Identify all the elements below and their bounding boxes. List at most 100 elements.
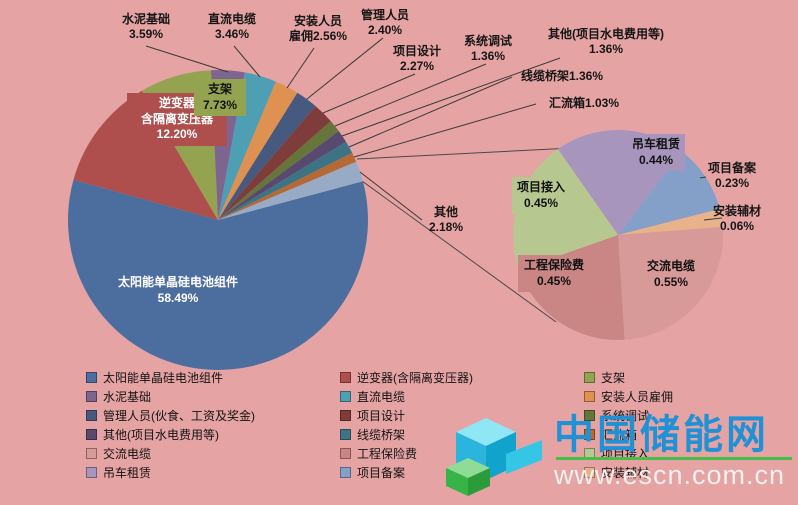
legend-item: 线缆桥架 bbox=[340, 427, 584, 442]
legend-label: 支架 bbox=[601, 370, 626, 385]
legend-column-2: 逆变器(含隔离变压器) 直流电缆项目设计线缆桥架工程保险费项目备案 bbox=[340, 370, 584, 480]
leader-line bbox=[145, 45, 229, 73]
legend-item: 直流电缆 bbox=[340, 389, 584, 404]
watermark: 中国储能网 www.escn.com.cn bbox=[446, 414, 792, 500]
leader-line bbox=[322, 73, 416, 114]
legend-item: 安装人员雇佣 bbox=[584, 389, 784, 404]
label-text: 其他 bbox=[433, 205, 458, 219]
label-text: 管理人员 bbox=[360, 8, 409, 22]
label-value: 7.73% bbox=[202, 97, 238, 112]
main-pie-slice-10 bbox=[218, 141, 353, 220]
label-crane-rental: 吊车租赁 0.44% bbox=[627, 134, 685, 172]
label-ac-cable: 交流电缆 0.55% bbox=[639, 256, 703, 294]
label-text: 太阳能单晶硅电池组件 bbox=[117, 275, 238, 289]
label-text: 线缆桥架1.36% bbox=[520, 69, 604, 83]
legend-swatch bbox=[340, 371, 351, 383]
label-installation-materials: 安装辅材 0.06% bbox=[704, 204, 770, 234]
label-text: 水泥基础 bbox=[121, 12, 170, 26]
label-text: 项目备案 bbox=[707, 161, 756, 175]
legend-label: 项目备案 bbox=[357, 465, 406, 480]
legend-item: 项目备案 bbox=[340, 465, 584, 480]
legend-item: 汇流箱 bbox=[584, 427, 784, 442]
label-text: 吊车租赁 bbox=[631, 137, 680, 151]
label-cement-base: 水泥基础 3.59% bbox=[106, 12, 186, 42]
leader-line bbox=[356, 147, 573, 160]
leader-line bbox=[334, 63, 487, 127]
legend-label: 汇流箱 bbox=[601, 427, 638, 442]
watermark-text-block: 中国储能网 www.escn.com.cn bbox=[554, 414, 792, 489]
legend-item: 逆变器(含隔离变压器) bbox=[340, 370, 584, 385]
main-pie-slice-11 bbox=[218, 152, 357, 220]
label-combiner-box: 汇流箱1.03% bbox=[538, 96, 630, 111]
label-cable-tray: 线缆桥架1.36% bbox=[514, 69, 610, 84]
legend-label: 安装辅材 bbox=[601, 465, 650, 480]
label-text: 安装辅材 bbox=[712, 204, 761, 218]
label-text: 系统调试 bbox=[463, 34, 512, 48]
label-project-access: 项目接入 0.45% bbox=[512, 177, 570, 215]
leader-line bbox=[353, 103, 537, 158]
label-other-utilities: 其他(项目水电费用等) 1.36% bbox=[530, 27, 682, 57]
escn-logo-icon bbox=[446, 418, 542, 496]
leader-line bbox=[699, 176, 707, 179]
main-pie-slice-9 bbox=[218, 131, 346, 220]
legend-item: 支架 bbox=[584, 370, 784, 385]
label-value: 0.55% bbox=[653, 274, 689, 289]
legend-swatch bbox=[86, 390, 97, 402]
label-value: 雇佣2.56% bbox=[288, 29, 348, 43]
leader-line bbox=[703, 217, 723, 221]
label-value: 3.46% bbox=[214, 27, 250, 41]
label-value: 0.06% bbox=[719, 219, 755, 233]
legend-label: 交流电缆 bbox=[103, 446, 152, 461]
label-text: 工程保险费 bbox=[523, 258, 584, 272]
legend-swatch bbox=[340, 428, 351, 440]
label-value: 2.40% bbox=[367, 23, 403, 37]
legend-swatch bbox=[86, 428, 97, 440]
label-inverter: 逆变器 含隔离变压器 12.20% bbox=[127, 93, 227, 146]
legend-item: 太阳能单晶硅电池组件 bbox=[86, 370, 340, 385]
legend-item: 交流电缆 bbox=[86, 446, 340, 461]
label-value: 2.27% bbox=[399, 59, 435, 73]
label-value: 1.36% bbox=[470, 49, 506, 63]
main-pie-slice-12 bbox=[218, 161, 363, 220]
legend-label: 水泥基础 bbox=[103, 389, 152, 404]
legend-swatch bbox=[584, 409, 595, 421]
legend-item: 安装辅材 bbox=[584, 465, 784, 480]
label-installation-staff: 安装人员 雇佣2.56% bbox=[278, 14, 358, 44]
secondary-pie-slice-2 bbox=[618, 209, 723, 235]
label-value: 12.20% bbox=[156, 127, 198, 142]
legend-label: 逆变器(含隔离变压器) bbox=[357, 370, 473, 385]
label-bracket: 支架 7.73% bbox=[194, 79, 246, 117]
legend-label: 工程保险费 bbox=[357, 446, 418, 461]
main-pie-slice-6 bbox=[218, 92, 316, 220]
label-text: 项目接入 bbox=[516, 180, 565, 194]
legend-swatch bbox=[584, 428, 595, 440]
legend-swatch bbox=[340, 447, 351, 459]
label-value: 0.45% bbox=[523, 195, 559, 210]
legend-column-1: 太阳能单晶硅电池组件 水泥基础 管理人员(伙食、工资及奖金) 其他(项目水电费用等) 交… bbox=[86, 370, 340, 480]
legend-label: 其他(项目水电费用等) bbox=[103, 427, 219, 442]
label-text: 支架 bbox=[207, 82, 232, 96]
label-solar-module: 太阳能单晶硅电池组件 58.49% bbox=[100, 272, 256, 310]
label-text: 汇流箱1.03% bbox=[548, 96, 620, 110]
label-text: 项目设计 bbox=[392, 44, 441, 58]
legend-label: 系统调试 bbox=[601, 408, 650, 423]
legend-label: 线缆桥架 bbox=[357, 427, 406, 442]
label-text: 其他(项目水电费用等) bbox=[548, 27, 664, 41]
legend-label: 项目设计 bbox=[357, 408, 406, 423]
leader-line bbox=[341, 57, 561, 137]
main-pie-slice-7 bbox=[218, 106, 331, 220]
legend-label: 太阳能单晶硅电池组件 bbox=[103, 370, 224, 385]
legend-swatch bbox=[584, 390, 595, 402]
label-text: 交流电缆 bbox=[646, 259, 695, 273]
legend-swatch bbox=[584, 371, 595, 383]
legend-item: 水泥基础 bbox=[86, 389, 340, 404]
legend-swatch bbox=[340, 409, 351, 421]
label-text: 直流电缆 bbox=[207, 12, 256, 26]
label-text: 逆变器 bbox=[158, 96, 195, 110]
legend-swatch bbox=[86, 447, 97, 459]
legend-item: 其他(项目水电费用等) bbox=[86, 427, 340, 442]
legend-swatch bbox=[584, 466, 595, 478]
legend-item: 吊车租赁 bbox=[86, 465, 340, 480]
legend-swatch bbox=[86, 409, 97, 421]
main-pie-slice-4 bbox=[218, 72, 276, 221]
